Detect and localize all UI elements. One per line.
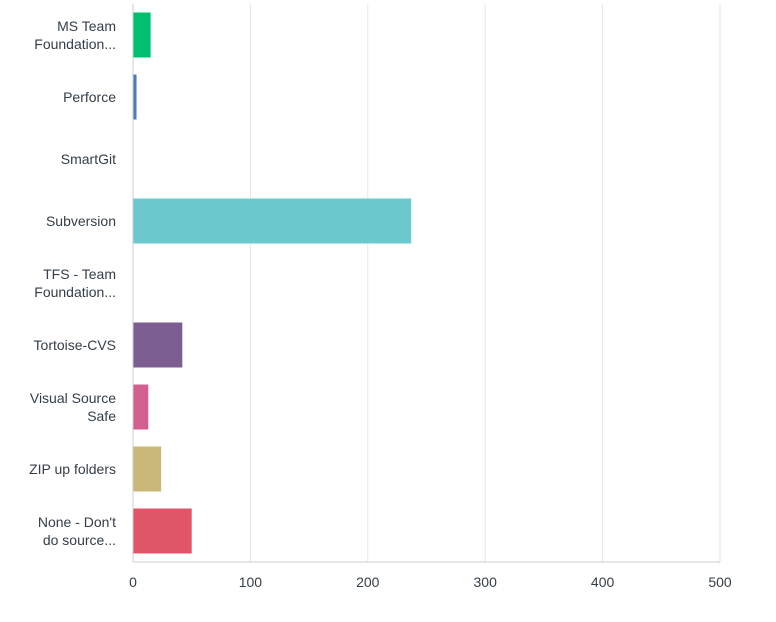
category-label-2: SmartGit	[61, 151, 116, 167]
category-label-1: Perforce	[63, 89, 116, 105]
x-tick-label-2: 200	[356, 574, 380, 590]
x-tick-label-5: 500	[708, 574, 732, 590]
bar-6[interactable]	[133, 384, 149, 430]
category-label-7: ZIP up folders	[29, 461, 116, 477]
x-tick-label-1: 100	[239, 574, 263, 590]
x-tick-label-0: 0	[129, 574, 137, 590]
category-label-4: TFS - Team Foundation...	[34, 266, 116, 300]
category-label-0: MS Team Foundation...	[34, 18, 116, 52]
bar-0[interactable]	[133, 12, 151, 58]
category-label-5: Tortoise-CVS	[34, 337, 116, 353]
bar-8[interactable]	[133, 508, 192, 554]
category-label-3: Subversion	[46, 213, 116, 229]
bar-3[interactable]	[133, 198, 412, 244]
bar-1[interactable]	[133, 74, 137, 120]
bar-5[interactable]	[133, 322, 183, 368]
category-label-8: None - Don't do source...	[38, 514, 116, 548]
x-tick-label-3: 300	[474, 574, 498, 590]
bar-7[interactable]	[133, 446, 162, 492]
category-label-6: Visual Source Safe	[30, 390, 116, 424]
x-tick-label-4: 400	[591, 574, 615, 590]
